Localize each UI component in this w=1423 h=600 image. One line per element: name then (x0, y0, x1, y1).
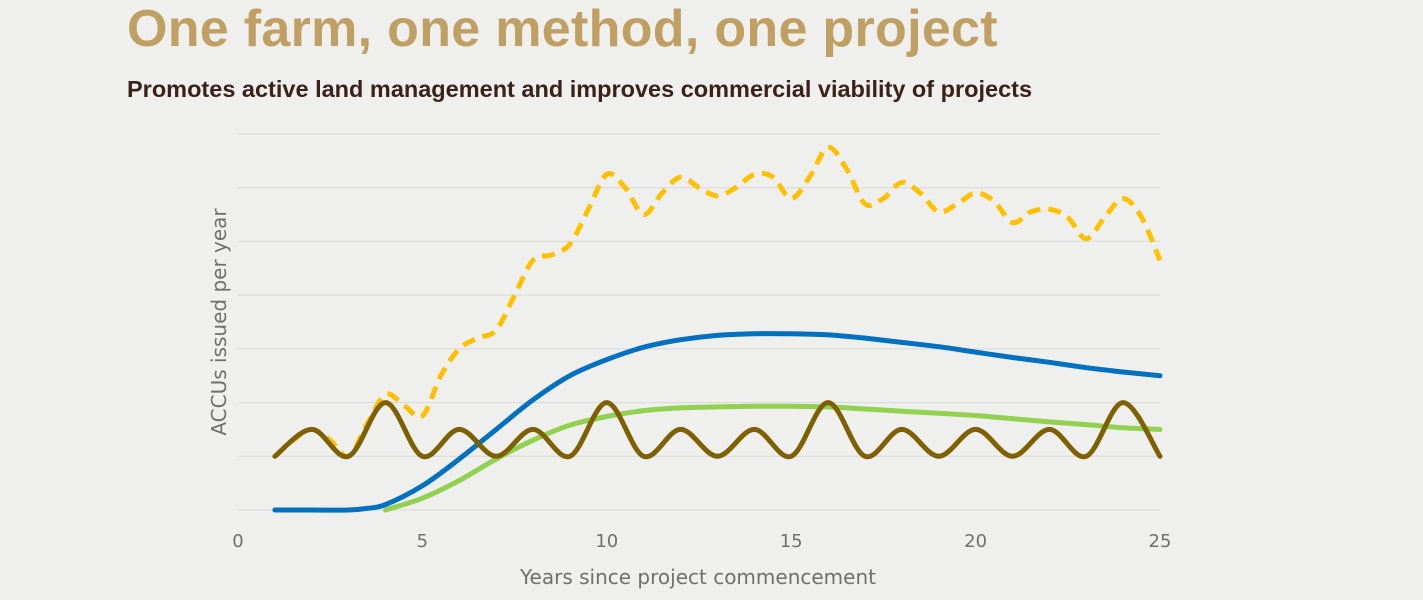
slide-subtitle: Promotes active land management and impr… (127, 76, 1033, 102)
x-tick-label: 10 (595, 531, 618, 552)
series-line-2 (383, 403, 1163, 513)
x-tick-label: 0 (232, 531, 243, 552)
slide-title: One farm, one method, one project (127, 0, 998, 58)
chart-series (272, 144, 1163, 513)
series-line-1 (272, 331, 1163, 513)
x-tick-label: 20 (964, 531, 987, 552)
y-axis-label: ACCUs issued per year (207, 208, 231, 436)
x-axis-label: Years since project commencement (519, 565, 876, 589)
x-tick-label: 25 (1149, 531, 1172, 552)
x-tick-labels: 0 5 10 15 20 25 (232, 531, 1171, 552)
series-line-3 (272, 400, 1163, 459)
x-tick-label: 5 (417, 531, 428, 552)
x-tick-label: 15 (780, 531, 803, 552)
series-line-0 (273, 144, 1163, 460)
